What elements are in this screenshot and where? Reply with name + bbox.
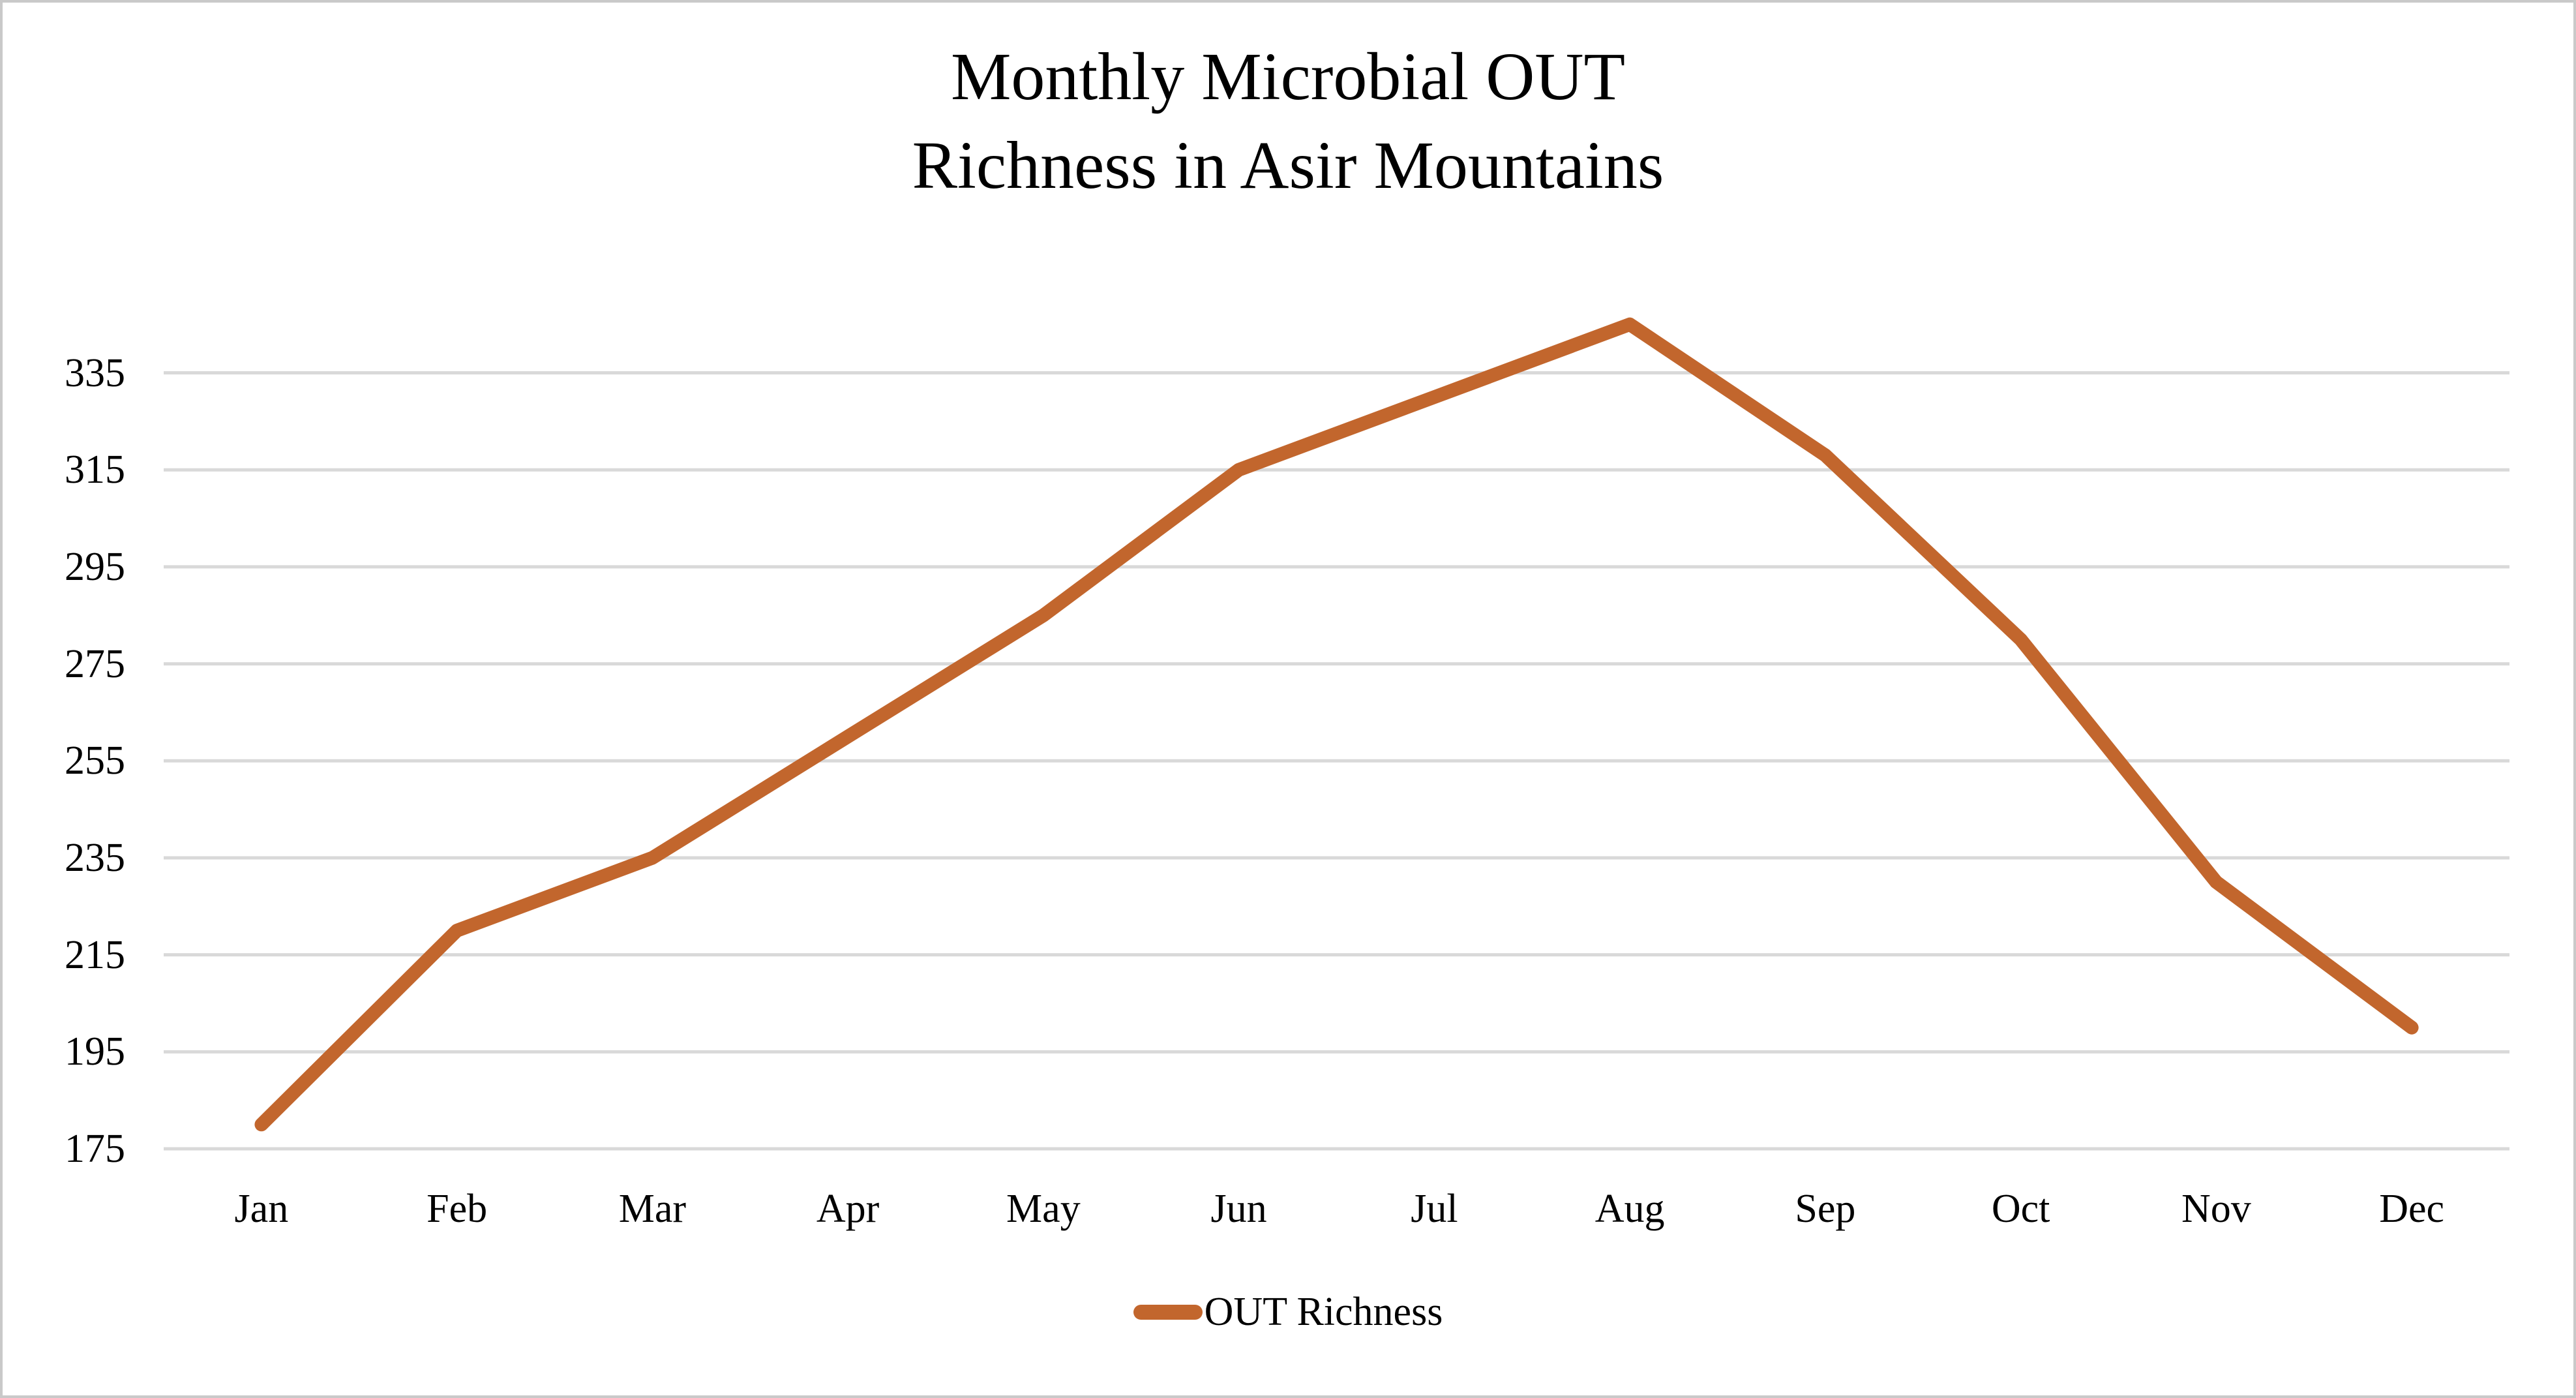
legend-line-swatch [1133, 1304, 1203, 1320]
x-axis-tick-label: May [1006, 1187, 1081, 1231]
x-axis-tick-label: Jun [1210, 1187, 1267, 1231]
y-axis-tick-label: 175 [65, 1127, 125, 1171]
chart-title: Monthly Microbial OUT Richness in Asir M… [3, 33, 2573, 210]
x-axis-tick-label: Mar [618, 1187, 687, 1231]
y-axis-tick-label: 195 [65, 1029, 125, 1074]
legend-label: OUT Richness [1204, 1290, 1443, 1334]
x-axis-tick-label: Jan [234, 1187, 289, 1231]
y-axis-tick-label: 235 [65, 835, 125, 880]
y-axis-tick-label: 255 [65, 738, 125, 783]
y-axis-tick-label: 295 [65, 544, 125, 589]
x-axis-tick-label: Feb [427, 1187, 488, 1231]
x-axis-tick-label: Oct [1991, 1187, 2050, 1231]
y-axis-tick-label: 275 [65, 641, 125, 686]
line-plot [164, 317, 2509, 1151]
chart-title-line-1: Monthly Microbial OUT [950, 39, 1626, 114]
chart-title-line-2: Richness in Asir Mountains [912, 128, 1664, 203]
y-axis-tick-label: 315 [65, 448, 125, 493]
x-axis-tick-label: Sep [1795, 1187, 1856, 1231]
x-axis-tick-label: Dec [2379, 1187, 2445, 1231]
x-axis-tick-label: Nov [2181, 1187, 2251, 1231]
series-layer [254, 317, 2419, 1132]
legend: OUT Richness [3, 1288, 2573, 1336]
x-axis-tick-label: Apr [816, 1187, 880, 1231]
series-line-out-richness [254, 317, 2419, 1132]
x-axis-tick-label: Aug [1595, 1187, 1665, 1231]
y-axis-tick-label: 335 [65, 350, 125, 395]
y-axis-tick-label: 215 [65, 932, 125, 977]
gridlines [164, 371, 2509, 1151]
x-axis-tick-label: Jul [1411, 1187, 1458, 1231]
